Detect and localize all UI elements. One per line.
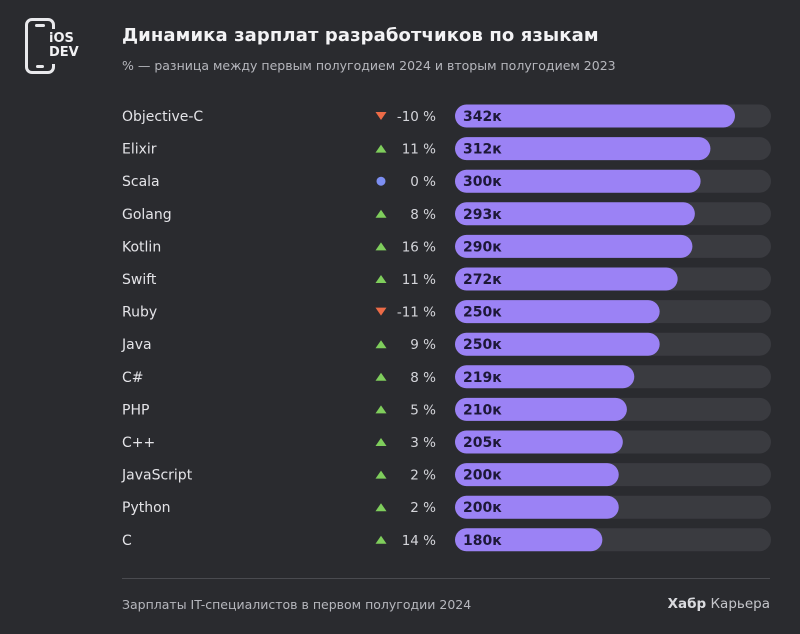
footer-note: Зарплаты IT-специалистов в первом полуго… xyxy=(122,597,472,612)
chart-row: Scala 0 % 300к xyxy=(122,169,771,193)
change-label: 16 % xyxy=(402,239,436,255)
bar xyxy=(455,332,660,356)
value-label: 312к xyxy=(463,142,502,158)
value-label: 290к xyxy=(463,239,502,255)
category-label: Elixir xyxy=(122,142,157,158)
bar xyxy=(455,430,623,454)
chart-row: C 14 % 180к xyxy=(122,528,771,552)
category-label: Objective-C xyxy=(122,109,203,125)
category-label: PHP xyxy=(122,402,149,418)
category-label: Java xyxy=(121,337,152,353)
value-label: 293к xyxy=(463,207,502,223)
value-label: 250к xyxy=(463,337,502,353)
category-label: Kotlin xyxy=(122,239,161,255)
chart-row: Swift 11 % 272к xyxy=(122,267,771,291)
bar xyxy=(455,495,619,519)
change-label: 14 % xyxy=(402,533,436,549)
trend-up-icon xyxy=(375,372,387,381)
brand-logo: Хабр Карьера xyxy=(668,596,770,612)
change-label: -10 % xyxy=(397,109,436,125)
trend-up-icon xyxy=(375,535,387,544)
phone-notch xyxy=(35,24,45,27)
change-label: 11 % xyxy=(402,142,436,158)
value-label: 180к xyxy=(463,533,502,549)
bar xyxy=(455,104,735,128)
chart-row: PHP 5 % 210к xyxy=(122,397,771,421)
trend-up-icon xyxy=(375,209,387,218)
brand-suffix: Карьера xyxy=(710,596,770,612)
bar xyxy=(455,300,660,324)
value-label: 200к xyxy=(463,500,502,516)
bar xyxy=(455,397,627,421)
chart-row: JavaScript 2 % 200к xyxy=(121,463,771,487)
ios-dev-logo: iOS DEV xyxy=(25,18,81,74)
change-label: 0 % xyxy=(410,174,436,190)
change-label: 8 % xyxy=(410,207,436,223)
chart-row: C# 8 % 219к xyxy=(122,365,771,389)
category-label: C# xyxy=(122,370,144,386)
chart-row: Python 2 % 200к xyxy=(122,495,771,519)
value-label: 205к xyxy=(463,435,502,451)
trend-up-icon xyxy=(375,405,387,414)
chart-title: Динамика зарплат разработчиков по языкам xyxy=(122,25,599,46)
trend-down-icon xyxy=(375,112,387,120)
trend-down-icon xyxy=(375,307,387,316)
value-label: 210к xyxy=(463,402,502,418)
trend-flat-icon xyxy=(376,176,386,186)
trend-up-icon xyxy=(375,242,387,251)
change-label: 2 % xyxy=(410,500,436,516)
value-label: 300к xyxy=(463,174,502,190)
bar xyxy=(455,267,678,291)
phone-home-indicator xyxy=(36,65,44,68)
trend-up-icon xyxy=(375,144,387,153)
value-label: 219к xyxy=(463,370,502,386)
bar xyxy=(455,137,711,161)
trend-up-icon xyxy=(375,275,387,283)
value-label: 272к xyxy=(463,272,502,288)
change-label: 9 % xyxy=(410,337,436,353)
footer-divider xyxy=(122,578,770,579)
category-label: Scala xyxy=(122,174,160,190)
category-label: Python xyxy=(122,500,171,516)
chart-row: Golang 8 % 293к xyxy=(122,202,771,226)
chart-subtitle: % — разница между первым полугодием 2024… xyxy=(122,58,616,73)
chart-row: Elixir 11 % 312к xyxy=(122,137,771,161)
bar xyxy=(455,169,701,193)
trend-up-icon xyxy=(375,438,387,446)
change-label: 3 % xyxy=(410,435,436,451)
chart-row: Kotlin 16 % 290к xyxy=(122,234,771,258)
bar xyxy=(455,528,603,552)
change-label: 2 % xyxy=(410,468,436,484)
chart-row: Java 9 % 250к xyxy=(121,332,771,356)
value-label: 250к xyxy=(463,305,502,321)
category-label: JavaScript xyxy=(121,468,193,484)
chart-row: C++ 3 % 205к xyxy=(122,430,771,454)
change-label: 8 % xyxy=(410,370,436,386)
category-label: Ruby xyxy=(122,305,157,321)
trend-up-icon xyxy=(375,470,387,479)
change-label: 5 % xyxy=(410,402,436,418)
brand-name: Хабр xyxy=(667,596,707,612)
trend-up-icon xyxy=(375,503,387,512)
logo-text: iOS DEV xyxy=(46,29,81,64)
category-label: Golang xyxy=(122,207,172,223)
category-label: C xyxy=(122,533,132,549)
trend-up-icon xyxy=(375,340,387,349)
bar xyxy=(455,234,693,258)
bar xyxy=(455,202,695,226)
chart-row: Ruby -11 % 250к xyxy=(122,300,771,324)
value-label: 200к xyxy=(463,468,502,484)
bar xyxy=(455,365,635,389)
bar xyxy=(455,463,619,487)
value-label: 342к xyxy=(463,109,502,125)
category-label: C++ xyxy=(122,435,155,451)
chart-row: Objective-C -10 % 342к xyxy=(122,104,771,128)
change-label: -11 % xyxy=(397,305,436,321)
change-label: 11 % xyxy=(402,272,436,288)
category-label: Swift xyxy=(122,272,157,288)
